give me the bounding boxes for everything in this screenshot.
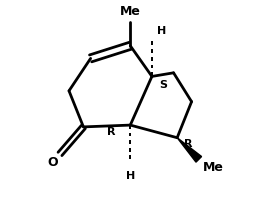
Text: H: H [157,26,167,36]
Text: Me: Me [202,160,223,173]
Text: R: R [107,126,116,136]
Text: O: O [48,155,58,168]
Text: H: H [126,170,135,180]
Polygon shape [177,138,202,162]
Text: Me: Me [120,5,141,18]
Text: R: R [184,139,193,148]
Text: S: S [159,79,167,89]
